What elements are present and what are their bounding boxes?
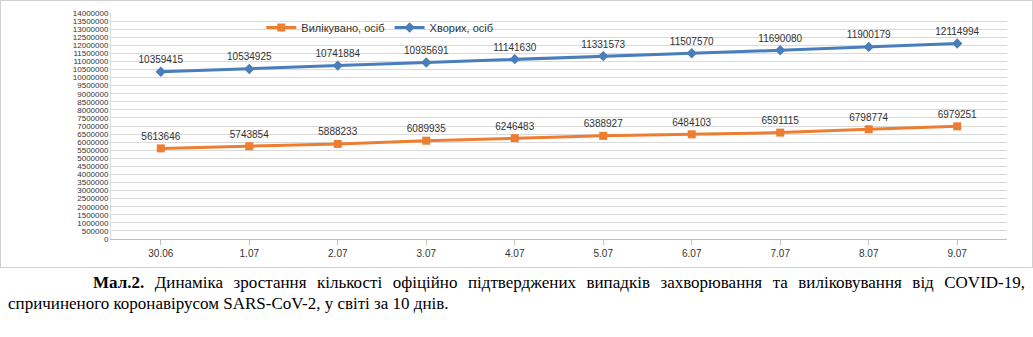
svg-text:7500000: 7500000 — [77, 114, 109, 123]
svg-text:4000000: 4000000 — [77, 170, 109, 179]
svg-text:11507570: 11507570 — [670, 36, 714, 47]
svg-text:2500000: 2500000 — [77, 194, 109, 203]
svg-text:5613646: 5613646 — [141, 131, 180, 142]
svg-text:3000000: 3000000 — [77, 186, 109, 195]
svg-text:30.06: 30.06 — [148, 248, 173, 259]
svg-text:1000000: 1000000 — [77, 219, 109, 228]
svg-text:10935691: 10935691 — [404, 45, 449, 56]
svg-text:9000000: 9000000 — [77, 90, 109, 99]
svg-text:11690080: 11690080 — [758, 33, 802, 44]
svg-text:7000000: 7000000 — [77, 122, 109, 131]
svg-text:Хворих, осіб: Хворих, осіб — [430, 22, 493, 34]
svg-text:13500000: 13500000 — [73, 17, 109, 26]
svg-text:6246483: 6246483 — [495, 121, 534, 132]
svg-text:4500000: 4500000 — [77, 162, 109, 171]
html-text:Мал.2. Динаміка зростання кіль: Мал.2. Динаміка зростання кількості офіц… — [8, 273, 1025, 313]
svg-text:6798774: 6798774 — [849, 112, 888, 123]
svg-text:10741884: 10741884 — [316, 48, 361, 59]
svg-text:7.07: 7.07 — [770, 248, 790, 259]
svg-text:10359415: 10359415 — [139, 54, 184, 65]
svg-text:1500000: 1500000 — [77, 211, 109, 220]
svg-text:12500000: 12500000 — [73, 33, 109, 42]
svg-text:11141630: 11141630 — [493, 42, 536, 53]
svg-text:9.07: 9.07 — [947, 248, 967, 259]
svg-text:5888233: 5888233 — [318, 126, 357, 137]
svg-text:12114994: 12114994 — [935, 26, 979, 37]
svg-text:13000000: 13000000 — [73, 25, 109, 34]
svg-text:6591115: 6591115 — [761, 115, 799, 126]
svg-text:10534925: 10534925 — [227, 51, 272, 62]
svg-text:6089935: 6089935 — [407, 123, 446, 134]
svg-text:5.07: 5.07 — [594, 248, 614, 259]
svg-text:6979251: 6979251 — [938, 109, 977, 120]
svg-text:3500000: 3500000 — [77, 178, 109, 187]
svg-text:11000000: 11000000 — [73, 57, 109, 66]
svg-text:2000000: 2000000 — [77, 203, 109, 212]
svg-text:6388927: 6388927 — [584, 118, 623, 129]
svg-text:1.07: 1.07 — [240, 248, 260, 259]
svg-text:Вилікувано, осіб: Вилікувано, осіб — [301, 22, 384, 34]
svg-text:5500000: 5500000 — [77, 146, 109, 155]
svg-text:6.07: 6.07 — [682, 248, 702, 259]
svg-text:6500000: 6500000 — [77, 130, 109, 139]
svg-text:2.07: 2.07 — [328, 248, 348, 259]
svg-text:3.07: 3.07 — [417, 248, 437, 259]
svg-text:5000000: 5000000 — [77, 154, 109, 163]
svg-text:10000000: 10000000 — [73, 73, 109, 82]
svg-text:11331573: 11331573 — [581, 39, 625, 50]
svg-text:6484103: 6484103 — [672, 117, 711, 128]
svg-text:11500000: 11500000 — [73, 49, 109, 58]
svg-text:5743854: 5743854 — [230, 129, 269, 140]
svg-text:4.07: 4.07 — [505, 248, 525, 259]
svg-text:8.07: 8.07 — [859, 248, 879, 259]
svg-text:9500000: 9500000 — [77, 81, 109, 90]
svg-text:11900179: 11900179 — [847, 29, 891, 40]
svg-text:12000000: 12000000 — [73, 41, 109, 50]
svg-text:6000000: 6000000 — [77, 138, 109, 147]
svg-text:500000: 500000 — [82, 227, 109, 236]
svg-text:8000000: 8000000 — [77, 106, 109, 115]
svg-text:0: 0 — [104, 235, 109, 244]
svg-text:8500000: 8500000 — [77, 98, 109, 107]
svg-text:10500000: 10500000 — [73, 65, 109, 74]
svg-text:14000000: 14000000 — [73, 9, 109, 18]
